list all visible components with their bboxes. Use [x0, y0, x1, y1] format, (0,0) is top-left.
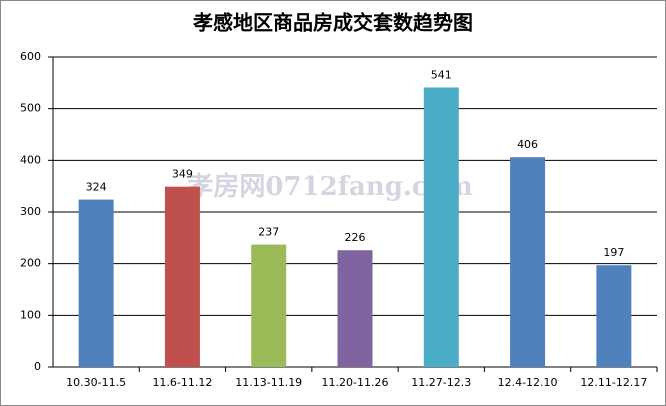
- y-tick-label: 200: [20, 257, 41, 270]
- y-tick-label: 300: [20, 205, 41, 218]
- x-tick-label: 10.30-11.5: [66, 376, 126, 389]
- bar: [164, 186, 200, 367]
- value-label: 197: [603, 246, 624, 259]
- bar: [423, 87, 459, 367]
- bar: [337, 250, 373, 367]
- y-tick-label: 100: [20, 308, 41, 321]
- value-label: 406: [517, 138, 538, 151]
- x-tick-label: 11.20-11.26: [322, 376, 389, 389]
- value-label: 541: [431, 68, 452, 81]
- chart-title: 孝感地区商品房成交套数趋势图: [192, 11, 473, 35]
- x-tick-label: 12.11-12.17: [580, 376, 647, 389]
- value-label: 349: [172, 168, 193, 181]
- x-tick-label: 11.6-11.12: [152, 376, 212, 389]
- x-tick-label: 12.4-12.10: [498, 376, 558, 389]
- value-label: 237: [258, 226, 279, 239]
- x-tick-label: 11.13-11.19: [235, 376, 302, 389]
- bar: [78, 199, 114, 367]
- y-tick-label: 400: [20, 153, 41, 166]
- y-tick-label: 600: [20, 50, 41, 63]
- y-tick-label: 500: [20, 102, 41, 115]
- bar: [251, 244, 287, 367]
- value-label: 226: [345, 231, 366, 244]
- y-tick-label: 0: [34, 360, 41, 373]
- value-label: 324: [86, 181, 107, 194]
- bar: [596, 265, 632, 367]
- x-tick-label: 11.27-12.3: [411, 376, 471, 389]
- bar: [510, 157, 546, 367]
